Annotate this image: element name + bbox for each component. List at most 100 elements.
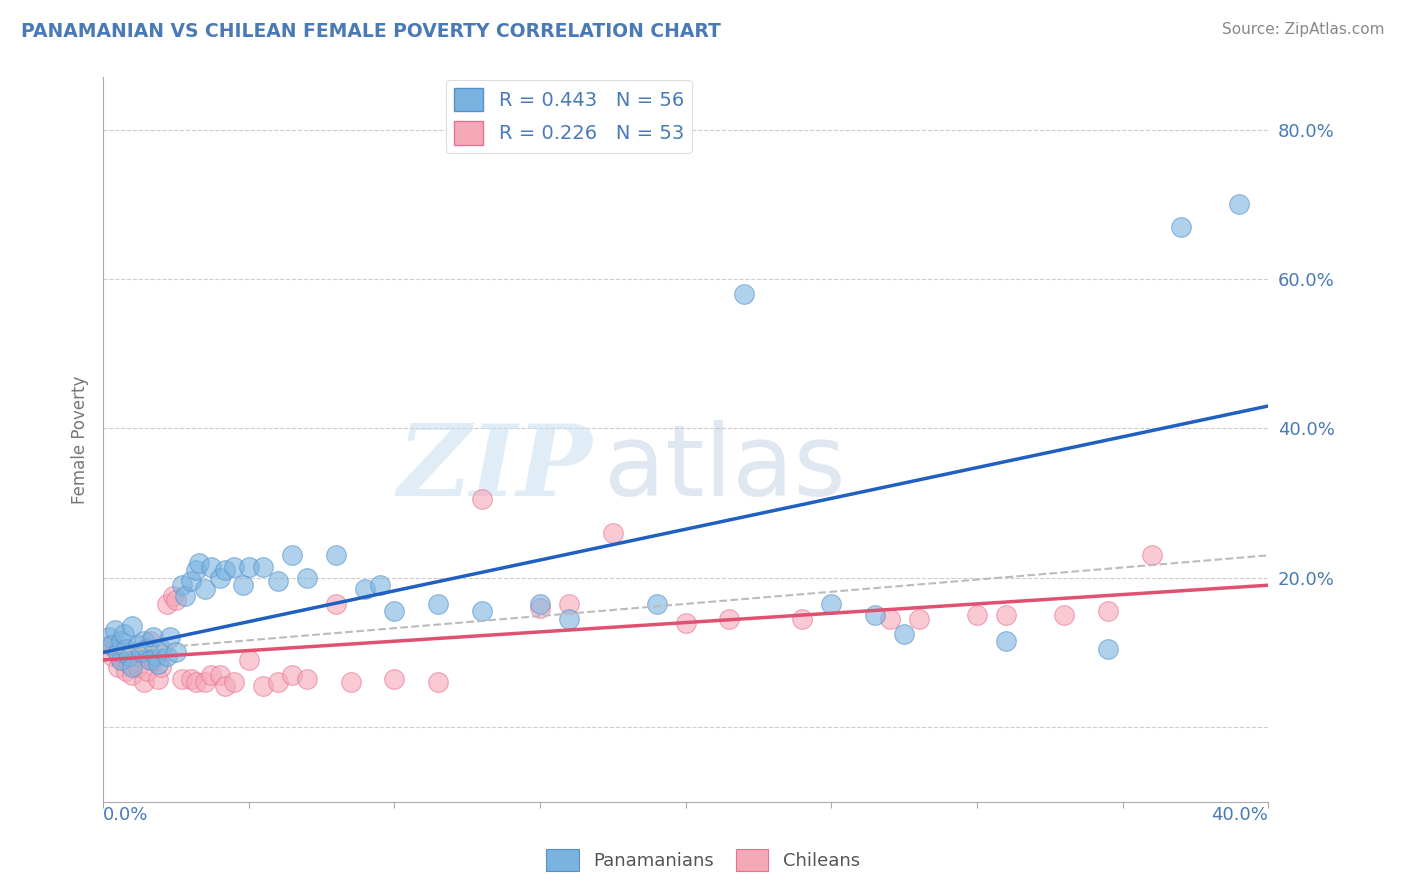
Point (107, 645, 129, 659)
Point (104, 623, 127, 637)
Point (104, 641, 127, 656)
Point (529, 600, 551, 615)
Point (129, 645, 152, 659)
Point (224, 675, 246, 690)
Text: 0.0%: 0.0% (103, 806, 149, 824)
Point (471, 492, 494, 507)
Point (135, 664, 157, 678)
Point (156, 649, 179, 664)
Point (893, 626, 915, 640)
Point (1053, 608, 1076, 623)
Point (368, 578, 391, 592)
Y-axis label: Female Poverty: Female Poverty (72, 376, 89, 504)
Text: Source: ZipAtlas.com: Source: ZipAtlas.com (1222, 22, 1385, 37)
Point (110, 653, 132, 667)
Point (150, 660, 173, 674)
Point (214, 679, 236, 693)
Point (325, 549, 347, 563)
Point (112, 645, 135, 659)
Point (118, 657, 141, 671)
Point (101, 638, 124, 652)
Point (97, 638, 120, 652)
Point (558, 612, 581, 626)
Point (281, 668, 304, 682)
Point (124, 649, 146, 664)
Point (214, 563, 236, 577)
Point (820, 597, 842, 611)
Point (129, 645, 152, 659)
Point (132, 634, 155, 648)
Point (165, 645, 187, 659)
Point (427, 597, 450, 611)
Point (162, 590, 184, 604)
Point (138, 653, 160, 667)
Point (118, 649, 141, 664)
Point (165, 593, 187, 607)
Point (179, 574, 201, 589)
Point (995, 634, 1018, 648)
Point (121, 660, 143, 674)
Text: PANAMANIAN VS CHILEAN FEMALE POVERTY CORRELATION CHART: PANAMANIAN VS CHILEAN FEMALE POVERTY COR… (21, 22, 721, 41)
Point (121, 619, 143, 633)
Point (354, 582, 377, 596)
Point (173, 590, 195, 604)
Point (170, 578, 193, 592)
Point (1170, 219, 1192, 234)
Point (325, 597, 347, 611)
Point (208, 571, 231, 585)
Point (339, 675, 361, 690)
Point (115, 664, 138, 678)
Point (159, 631, 181, 645)
Point (107, 660, 129, 674)
Point (145, 641, 167, 656)
Point (101, 649, 124, 664)
Legend: R = 0.443   N = 56, R = 0.226   N = 53: R = 0.443 N = 56, R = 0.226 N = 53 (446, 80, 692, 153)
Point (224, 559, 246, 574)
Point (194, 675, 217, 690)
Point (675, 615, 697, 630)
Point (156, 597, 179, 611)
Point (252, 679, 274, 693)
Point (127, 660, 149, 674)
Point (907, 612, 929, 626)
Point (145, 649, 167, 664)
Point (232, 578, 254, 592)
Point (879, 612, 901, 626)
Point (1227, 197, 1250, 211)
Point (238, 559, 260, 574)
Legend: Panamanians, Chileans: Panamanians, Chileans (538, 842, 868, 879)
Point (602, 525, 624, 540)
Point (645, 597, 668, 611)
Point (529, 597, 551, 611)
Point (267, 675, 290, 690)
Point (238, 653, 260, 667)
Point (252, 559, 274, 574)
Point (194, 582, 217, 596)
Point (142, 653, 165, 667)
Text: atlas: atlas (605, 420, 846, 517)
Point (471, 604, 494, 618)
Point (295, 672, 318, 686)
Point (110, 634, 132, 648)
Point (186, 675, 208, 690)
Point (179, 672, 201, 686)
Text: 40.0%: 40.0% (1212, 806, 1268, 824)
Point (792, 612, 814, 626)
Point (148, 672, 170, 686)
Point (115, 641, 138, 656)
Point (112, 626, 135, 640)
Point (863, 608, 886, 623)
Point (384, 672, 406, 686)
Point (188, 556, 211, 570)
Point (135, 641, 157, 656)
Point (121, 668, 143, 682)
Point (200, 559, 222, 574)
Point (267, 574, 290, 589)
Point (1097, 641, 1119, 656)
Point (281, 549, 304, 563)
Point (558, 597, 581, 611)
Point (97, 631, 120, 645)
Point (138, 634, 160, 648)
Point (132, 675, 155, 690)
Point (170, 672, 193, 686)
